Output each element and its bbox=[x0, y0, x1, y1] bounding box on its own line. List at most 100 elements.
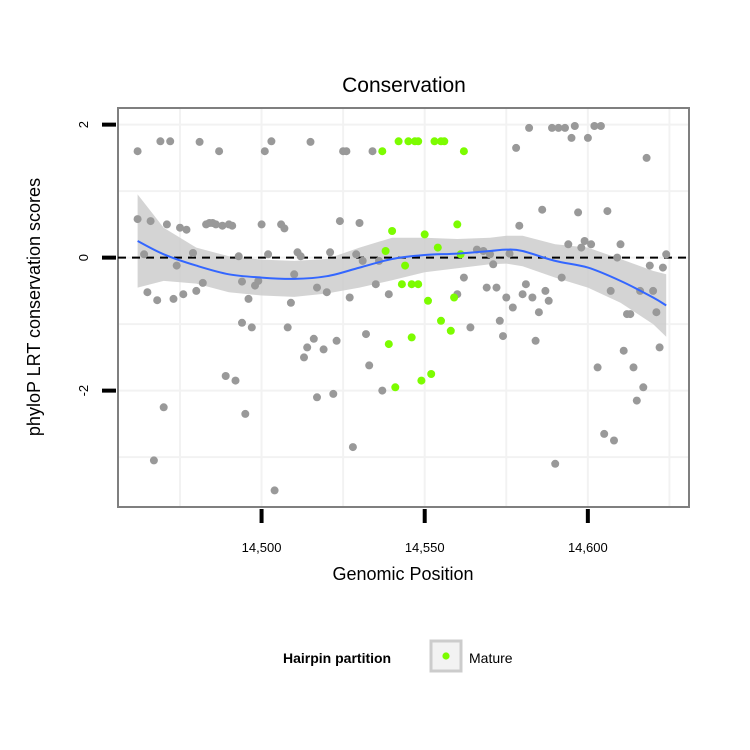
data-point bbox=[247, 323, 256, 332]
plot-panel bbox=[117, 107, 690, 508]
data-point bbox=[156, 137, 165, 146]
data-point-mature bbox=[446, 326, 455, 335]
data-point bbox=[257, 220, 266, 229]
data-point bbox=[639, 383, 648, 392]
data-point bbox=[189, 249, 197, 257]
data-point bbox=[662, 250, 671, 259]
data-point bbox=[290, 270, 299, 279]
data-point bbox=[244, 294, 253, 303]
data-point bbox=[629, 363, 638, 372]
data-point bbox=[577, 243, 586, 252]
data-point-mature bbox=[381, 247, 390, 255]
smooth-line bbox=[137, 240, 667, 307]
data-point bbox=[254, 276, 263, 285]
data-point bbox=[221, 372, 230, 380]
legend-title: Hairpin partition bbox=[283, 650, 391, 666]
data-point bbox=[234, 252, 243, 261]
x-tick-label: 14,500 bbox=[242, 540, 282, 555]
data-point bbox=[482, 283, 491, 292]
data-point-mature bbox=[378, 147, 387, 156]
data-point bbox=[215, 147, 224, 156]
data-point bbox=[561, 123, 569, 132]
data-point bbox=[192, 286, 201, 295]
data-point-mature bbox=[437, 316, 445, 325]
data-point bbox=[345, 293, 354, 302]
data-point-mature bbox=[433, 243, 442, 252]
data-point bbox=[544, 296, 553, 305]
data-point bbox=[153, 296, 162, 305]
data-point bbox=[652, 308, 661, 317]
x-tick-label: 14,550 bbox=[405, 540, 445, 555]
data-point bbox=[459, 273, 468, 282]
chart-title: Conservation bbox=[342, 74, 466, 97]
data-point bbox=[260, 147, 269, 156]
y-tick-label: 0 bbox=[76, 254, 91, 261]
data-point-mature bbox=[430, 137, 439, 146]
data-point bbox=[218, 221, 227, 230]
data-point bbox=[329, 389, 338, 398]
data-point bbox=[162, 220, 171, 229]
axes: 14,500 14,550 14,600 -2 0 2 bbox=[76, 121, 608, 555]
data-point-mature bbox=[414, 137, 423, 146]
data-point-mature bbox=[407, 280, 416, 289]
data-point bbox=[619, 346, 628, 355]
data-point bbox=[626, 310, 635, 319]
data-point bbox=[531, 336, 540, 345]
data-point bbox=[211, 220, 220, 229]
data-point bbox=[283, 323, 292, 332]
data-point bbox=[502, 293, 511, 302]
data-point-mature bbox=[427, 370, 436, 378]
data-point bbox=[241, 409, 250, 418]
data-point bbox=[548, 123, 556, 132]
data-point bbox=[466, 323, 475, 332]
data-point bbox=[133, 215, 142, 224]
data-point bbox=[587, 240, 596, 249]
data-point bbox=[384, 290, 393, 299]
data-point bbox=[270, 486, 279, 495]
data-point-mature bbox=[397, 280, 406, 289]
data-point bbox=[515, 221, 524, 230]
data-point bbox=[518, 290, 527, 299]
data-point bbox=[632, 396, 641, 405]
data-point bbox=[267, 137, 276, 146]
data-point bbox=[567, 133, 576, 142]
data-point bbox=[512, 143, 521, 152]
data-point bbox=[486, 250, 494, 259]
data-point bbox=[564, 240, 573, 249]
data-point bbox=[521, 280, 530, 289]
data-point bbox=[368, 147, 377, 156]
data-point bbox=[570, 122, 579, 130]
data-point bbox=[583, 133, 592, 142]
data-point bbox=[149, 456, 158, 465]
data-point bbox=[313, 283, 321, 292]
data-point-mature bbox=[391, 383, 400, 392]
data-point bbox=[362, 330, 370, 339]
data-point bbox=[593, 363, 602, 372]
data-point bbox=[574, 208, 583, 217]
data-point bbox=[580, 237, 589, 245]
data-point-mature bbox=[404, 137, 413, 146]
data-point bbox=[352, 250, 361, 259]
data-point bbox=[554, 123, 563, 132]
data-point bbox=[140, 250, 149, 259]
data-point bbox=[658, 263, 667, 272]
data-point-mature bbox=[384, 340, 393, 349]
data-point-mature bbox=[414, 280, 423, 289]
data-point bbox=[228, 221, 237, 230]
data-point-mature bbox=[401, 261, 410, 270]
data-point bbox=[489, 260, 498, 269]
data-point bbox=[613, 253, 622, 262]
data-point bbox=[600, 429, 609, 438]
data-point-mature bbox=[407, 333, 416, 342]
data-point bbox=[355, 219, 364, 227]
data-point bbox=[551, 459, 560, 468]
data-point-mature bbox=[394, 137, 403, 146]
data-point bbox=[616, 240, 625, 249]
data-point-mature bbox=[453, 220, 462, 229]
loess-fit-line bbox=[137, 240, 667, 307]
data-point-mature bbox=[440, 137, 449, 146]
data-point bbox=[146, 217, 155, 226]
data-point bbox=[557, 273, 566, 282]
data-point bbox=[596, 122, 605, 130]
data-point bbox=[342, 147, 351, 156]
